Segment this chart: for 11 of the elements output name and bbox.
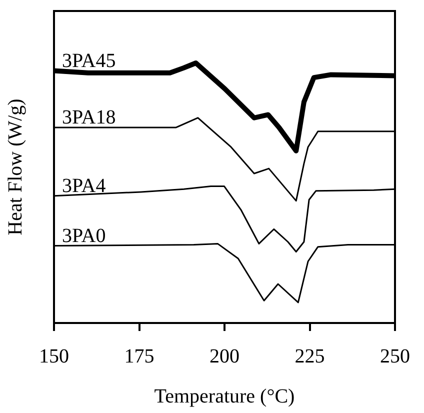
x-tick-label: 200 bbox=[210, 345, 240, 368]
x-tick-label: 225 bbox=[294, 345, 325, 368]
x-tick-label: 175 bbox=[124, 345, 154, 368]
series-label: 3PA4 bbox=[62, 174, 106, 197]
series-label: 3PA0 bbox=[62, 224, 106, 247]
x-axis-title: Temperature (°C) bbox=[154, 385, 295, 408]
series-label: 3PA45 bbox=[62, 50, 116, 72]
y-axis-title: Heat Flow (W/g) bbox=[4, 98, 26, 236]
series-label: 3PA18 bbox=[62, 106, 116, 128]
x-tick-label: 250 bbox=[380, 345, 410, 368]
x-tick-label: 150 bbox=[39, 345, 69, 368]
